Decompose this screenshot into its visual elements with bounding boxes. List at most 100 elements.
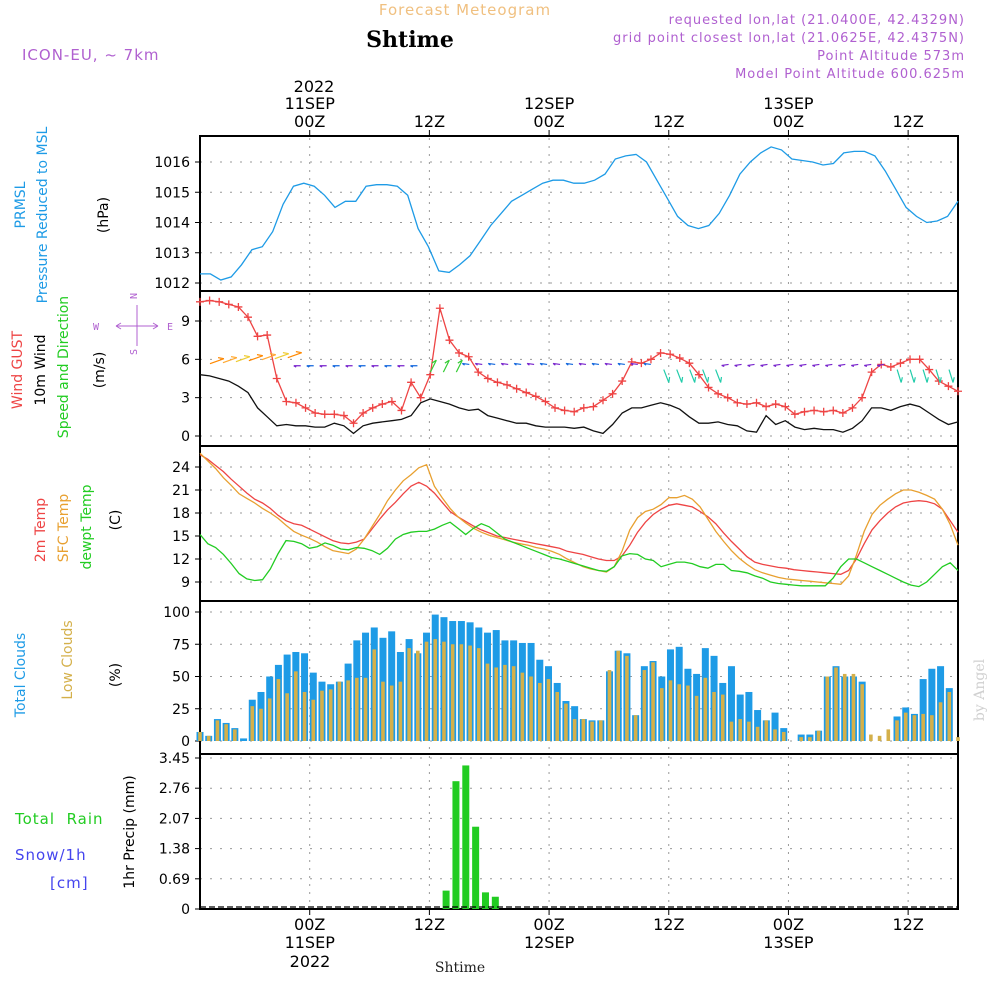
product-title: Forecast Meteogram — [379, 1, 551, 19]
wind-direction-arrow — [539, 362, 548, 366]
rain-bar — [462, 765, 470, 909]
wind-direction-arrow — [455, 359, 463, 373]
gust-marker — [503, 380, 512, 389]
gust-marker — [205, 296, 214, 305]
y-tick-label: 12 — [172, 552, 190, 568]
low-cloud-bar — [668, 680, 673, 741]
total-cloud-bar — [727, 666, 735, 741]
low-cloud-bar — [747, 721, 751, 741]
wind-direction-arrow — [474, 362, 483, 366]
gust-marker — [378, 400, 387, 409]
gridpoint-coords: grid point closest lon,lat (21.0625E, 42… — [613, 31, 965, 46]
low-cloud-bar — [424, 641, 429, 741]
wind-direction-arrow — [319, 365, 327, 368]
wind-direction-arrow — [565, 362, 574, 366]
wind-direction-arrow — [397, 365, 405, 368]
gust-marker — [291, 398, 300, 407]
top-tick-label: 00Z — [773, 112, 804, 131]
wind-direction-arrow — [896, 369, 903, 383]
low-cloud-bar — [389, 685, 394, 741]
wind-gust-label: Wind GUST — [10, 330, 26, 409]
low-cloud-bar — [485, 663, 490, 741]
low-cloud-bar — [250, 706, 255, 741]
gust-marker — [858, 393, 867, 402]
gust-marker — [810, 406, 819, 415]
low-cloud-bar — [267, 698, 272, 741]
point-altitude: Point Altitude 573m — [817, 49, 965, 64]
y-tick-label: 18 — [172, 506, 190, 522]
wind-direction-arrow — [604, 362, 612, 366]
wind-direction-arrow — [287, 351, 302, 359]
location-title: Shtime — [366, 27, 454, 53]
gust-marker — [915, 355, 924, 364]
wind-direction-arrow — [786, 363, 794, 368]
y-tick-label: 75 — [172, 637, 190, 653]
wind-direction-arrow — [209, 357, 225, 365]
wind-direction-arrow — [345, 365, 353, 368]
wind-direction-arrow — [513, 362, 522, 366]
low-cloud-bar — [773, 729, 777, 741]
low-cloud-bar — [302, 691, 307, 741]
gust-marker — [551, 403, 560, 412]
compass-west: W — [93, 322, 100, 333]
y-tick-label: 3 — [181, 391, 190, 407]
y-tick-label: 0 — [181, 902, 190, 918]
low-cloud-bar — [206, 735, 211, 741]
low-cloud-bar — [285, 693, 289, 741]
total-cloud-bar — [240, 738, 248, 741]
wind-direction-arrow — [442, 359, 450, 373]
wind-direction-arrow — [948, 369, 955, 383]
low-cloud-bar — [816, 730, 821, 741]
wind-direction-arrow — [825, 363, 833, 368]
bottom-tick-label: 00Z — [773, 915, 804, 934]
low-cloud-bar — [869, 734, 873, 741]
dewpoint-line — [199, 521, 959, 588]
low-cloud-bar — [328, 689, 333, 741]
low-cloud-label: Low Clouds — [60, 620, 76, 699]
wind-direction-arrow — [429, 359, 437, 373]
wind-direction-arrow — [851, 363, 859, 368]
gust-marker — [608, 389, 617, 398]
gust-marker — [781, 402, 790, 411]
bottom-tick-label: 00Z — [533, 915, 564, 934]
low-cloud-bar — [381, 681, 385, 741]
low-cloud-bar — [346, 680, 350, 741]
gust-marker — [243, 313, 252, 322]
cloud-panel-labels: Total Clouds Low Clouds (%) — [13, 620, 124, 718]
wind-direction-arrow — [578, 362, 587, 366]
gust-marker — [531, 392, 540, 401]
wind-panel-labels: Wind GUST 10m Wind Speed and Direction (… — [10, 293, 173, 438]
temp-2m-line — [199, 454, 959, 575]
rain-bar — [481, 892, 489, 909]
top-year-label: 2022 — [294, 77, 335, 96]
bottom-date-label: 12SEP — [524, 933, 575, 952]
wind-10m-label: 10m Wind — [33, 334, 49, 405]
y-tick-label: 1016 — [154, 155, 190, 171]
low-cloud-bar — [224, 724, 228, 741]
gust-marker — [483, 374, 492, 383]
low-cloud-bar — [607, 670, 612, 741]
wind-direction-arrow — [293, 365, 301, 368]
total-cloud-label: Total Clouds — [13, 633, 29, 718]
panel-frame — [199, 445, 959, 602]
low-cloud-bar — [233, 729, 237, 741]
top-tick-label: 00Z — [294, 112, 325, 131]
low-cloud-bar — [355, 677, 359, 741]
wind-direction-arrow — [461, 362, 470, 366]
temp-unit: (C) — [108, 510, 124, 531]
top-tick-label: 00Z — [533, 112, 564, 131]
compass-south: S — [129, 349, 140, 355]
bottom-tick-label: 00Z — [294, 915, 325, 934]
low-cloud-bar — [799, 737, 803, 741]
gust-marker — [906, 355, 915, 364]
low-cloud-bar — [781, 731, 786, 741]
low-cloud-bar — [450, 644, 455, 741]
rain-bar — [442, 890, 450, 909]
gust-marker — [790, 410, 799, 419]
gust-marker — [819, 407, 828, 416]
wind-direction-arrow — [702, 369, 710, 383]
low-cloud-bar — [494, 667, 499, 741]
y-tick-label: 15 — [172, 529, 190, 545]
wind-direction-arrow — [384, 365, 392, 368]
low-cloud-bar — [537, 682, 542, 741]
